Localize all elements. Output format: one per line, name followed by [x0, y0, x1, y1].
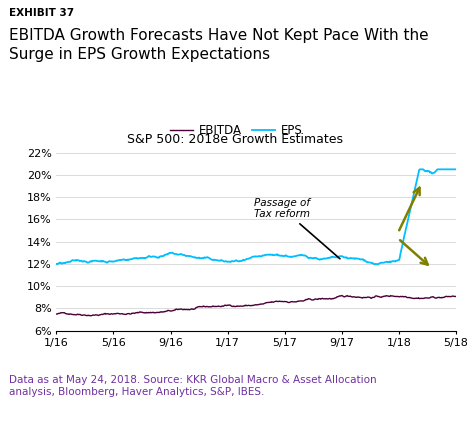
EBITDA: [339, 293, 345, 298]
EBITDA: [88, 313, 94, 318]
EBITDA: [125, 311, 131, 316]
Legend: EBITDA, EPS: EBITDA, EPS: [165, 120, 307, 142]
EBITDA: [290, 299, 295, 304]
Line: EBITDA: EBITDA: [56, 296, 456, 316]
Text: S&P 500: 2018e Growth Estimates: S&P 500: 2018e Growth Estimates: [127, 133, 343, 146]
EPS: [354, 256, 360, 261]
EPS: [157, 255, 162, 260]
EBITDA: [321, 296, 327, 301]
EBITDA: [356, 295, 361, 300]
Line: EPS: EPS: [56, 169, 456, 265]
EBITDA: [235, 304, 241, 309]
EPS: [321, 256, 326, 261]
EBITDA: [54, 312, 59, 317]
Text: Passage of
Tax reform: Passage of Tax reform: [254, 198, 340, 259]
Text: EBITDA Growth Forecasts Have Not Kept Pace With the: EBITDA Growth Forecasts Have Not Kept Pa…: [9, 28, 429, 42]
EBITDA: [453, 294, 459, 299]
Text: EXHIBIT 37: EXHIBIT 37: [9, 8, 75, 18]
EPS: [417, 167, 423, 172]
Text: Data as at May 24, 2018. Source: KKR Global Macro & Asset Allocation
analysis, B: Data as at May 24, 2018. Source: KKR Glo…: [9, 375, 377, 397]
EPS: [375, 262, 381, 267]
Text: Surge in EPS Growth Expectations: Surge in EPS Growth Expectations: [9, 47, 271, 61]
EBITDA: [157, 310, 163, 315]
EPS: [453, 167, 459, 172]
EPS: [124, 258, 130, 263]
EPS: [289, 254, 295, 259]
EPS: [54, 261, 59, 267]
EPS: [235, 258, 240, 263]
